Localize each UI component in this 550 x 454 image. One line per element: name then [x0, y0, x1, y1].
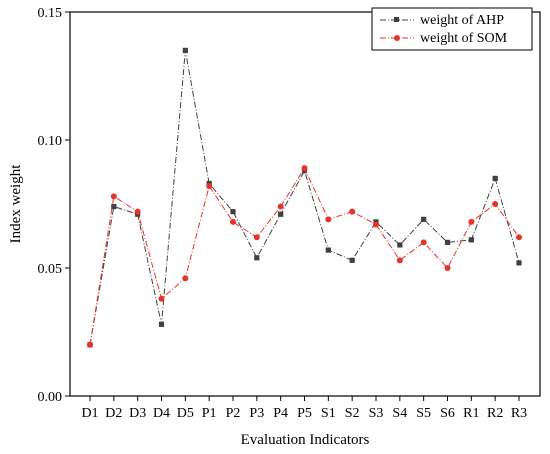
x-tick-label: S2 — [345, 406, 360, 421]
x-axis: D1 D2 D3 D4 D5 P1 P2 P3 P4 P5 S1 S2 S3 S4 S5 S6 R1 R2 R3 — [81, 396, 527, 421]
data-point-ahp — [468, 237, 474, 243]
data-point-som — [301, 165, 308, 172]
x-tick-label: D5 — [177, 406, 194, 421]
series-line-ahp — [89, 50, 520, 345]
legend-box — [371, 7, 533, 51]
data-point-som — [492, 201, 499, 207]
data-point-ahp — [111, 203, 117, 210]
data-point-som — [349, 208, 356, 215]
data-point-som — [468, 218, 475, 225]
x-tick-label: S6 — [440, 406, 455, 421]
data-point-ahp — [421, 216, 427, 222]
legend-label-som: weight of SOM — [420, 31, 508, 46]
x-tick-label: D3 — [129, 406, 146, 421]
x-tick-label: S5 — [416, 406, 431, 421]
y-tick-label: 0.15 — [38, 6, 63, 21]
legend-label-ahp: weight of AHP — [420, 13, 504, 28]
data-point-ahp — [158, 321, 165, 327]
data-point-ahp — [444, 239, 451, 245]
data-point-som — [277, 203, 284, 210]
x-axis-title: Evaluation Indicators — [241, 432, 370, 448]
x-tick-label: D2 — [105, 406, 122, 421]
x-tick-label: P2 — [226, 406, 241, 421]
y-tick-label: 0.00 — [38, 390, 63, 405]
y-tick-label: 0.10 — [38, 134, 63, 149]
data-point-ahp — [325, 247, 331, 253]
y-tick-label: 0.05 — [38, 262, 63, 277]
data-point-ahp — [254, 255, 260, 261]
x-tick-label: R1 — [463, 406, 479, 421]
y-axis-title: Index weight — [8, 164, 24, 244]
x-tick-label: P5 — [297, 406, 312, 421]
data-point-som — [373, 221, 379, 228]
x-tick-label: S4 — [392, 406, 407, 421]
data-point-som — [110, 193, 117, 200]
data-point-som — [253, 234, 260, 241]
data-point-som — [444, 265, 451, 271]
y-axis: 0.00 0.05 0.10 0.15 — [38, 6, 70, 405]
x-tick-label: D4 — [153, 406, 170, 421]
data-point-som — [230, 218, 236, 225]
x-tick-label: R3 — [511, 406, 527, 421]
data-point-ahp — [182, 47, 188, 53]
data-point-som — [206, 183, 213, 190]
data-point-ahp — [516, 260, 522, 266]
data-point-ahp — [349, 257, 355, 263]
data-point-ahp — [492, 175, 498, 181]
data-point-som — [182, 275, 189, 282]
legend-marker-som — [394, 35, 400, 41]
legend: weight of AHP weight of SOM — [371, 7, 533, 51]
data-point-ahp — [230, 209, 236, 215]
data-point-som — [134, 208, 141, 215]
x-tick-label: P4 — [273, 406, 288, 421]
data-point-ahp — [278, 211, 284, 217]
data-point-som — [516, 234, 522, 241]
x-tick-label: S3 — [369, 406, 384, 421]
data-point-som — [158, 295, 165, 302]
x-tick-label: R2 — [487, 406, 503, 421]
data-point-som — [325, 216, 332, 223]
plot-frame — [69, 11, 541, 397]
data-point-som — [396, 257, 403, 264]
data-point-ahp — [397, 242, 403, 248]
data-point-som — [420, 239, 427, 246]
x-tick-label: P3 — [249, 406, 264, 421]
x-tick-label: D1 — [81, 406, 98, 421]
series-line-som — [89, 167, 520, 345]
series-layer — [87, 47, 522, 348]
x-tick-label: P1 — [202, 406, 217, 421]
data-point-som — [87, 341, 93, 348]
legend-marker-ahp — [394, 17, 399, 22]
x-tick-label: S1 — [321, 406, 336, 421]
